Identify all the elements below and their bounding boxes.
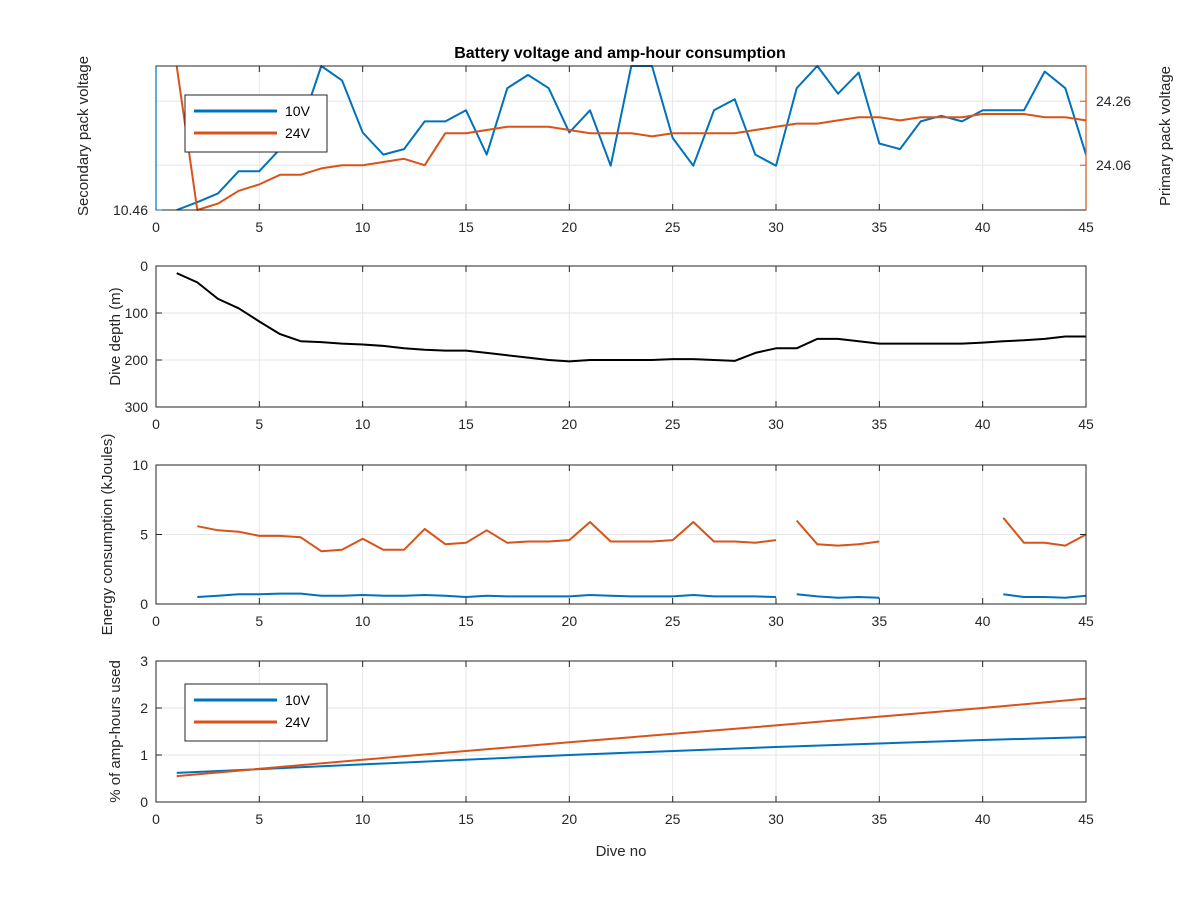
series-line-24v <box>1002 517 1086 547</box>
x-tick-label: 20 <box>562 416 578 432</box>
y-axis-label-left: Secondary pack voltage <box>75 56 92 216</box>
y-tick-label-right: 24.06 <box>1096 157 1131 173</box>
y-tick-label: 10.46 <box>113 202 148 218</box>
x-tick-label: 15 <box>458 416 474 432</box>
x-tick-label: 20 <box>562 811 578 827</box>
y-tick-label: 1 <box>140 747 148 763</box>
series-line-10v <box>796 593 880 599</box>
x-tick-label: 35 <box>872 416 888 432</box>
x-tick-label: 5 <box>255 219 263 235</box>
x-tick-label: 0 <box>152 219 160 235</box>
series-line-24v <box>795 519 880 547</box>
x-tick-label: 5 <box>255 416 263 432</box>
y-tick-label: 200 <box>125 352 149 368</box>
x-tick-label: 0 <box>152 416 160 432</box>
series-line-10v <box>1003 593 1086 599</box>
x-tick-label: 40 <box>975 416 991 432</box>
y-axis-label: Dive depth (m) <box>107 287 124 385</box>
amphours-panel: 0 5 10 15 20 25 30 35 40 45 0 1 2 3 % of amp-hours use… <box>107 653 1094 860</box>
x-tick-label: 40 <box>975 811 991 827</box>
x-tick-label: 45 <box>1078 219 1094 235</box>
y-tick-label: 0 <box>140 794 148 810</box>
x-tick-label: 25 <box>665 811 681 827</box>
legend-label: 24V <box>285 125 311 141</box>
legend-box <box>184 683 328 742</box>
x-tick-label: 35 <box>872 811 888 827</box>
x-tick-label: 25 <box>665 219 681 235</box>
x-tick-label: 15 <box>458 219 474 235</box>
x-tick-label: 30 <box>768 416 784 432</box>
y-tick-label: 10 <box>132 457 148 473</box>
y-tick-label: 0 <box>140 596 148 612</box>
y-tick-label: 5 <box>140 527 148 543</box>
series-group <box>176 697 1086 778</box>
voltage-panel: 0 5 10 15 20 25 30 35 40 45 10.46 Secondary pack vo… <box>75 56 1174 235</box>
plot-area <box>156 266 1086 407</box>
x-tick-label: 45 <box>1078 811 1094 827</box>
x-tick-label: 0 <box>152 811 160 827</box>
y-tick-label-right: 24.26 <box>1096 93 1131 109</box>
x-tick-label: 15 <box>458 613 474 629</box>
x-tick-label: 25 <box>665 416 681 432</box>
x-tick-label: 0 <box>152 613 160 629</box>
y-axis-label-right: Primary pack voltage <box>1157 66 1174 206</box>
series-line-10v <box>176 736 1086 774</box>
series-line-24v <box>175 65 1086 211</box>
x-tick-label: 5 <box>255 811 263 827</box>
y-axis-label: Energy consumption (kJoules) <box>99 434 116 636</box>
x-tick-label: 35 <box>872 613 888 629</box>
x-tick-label: 10 <box>355 811 371 827</box>
series-line-10v <box>197 592 777 598</box>
x-tick-label: 10 <box>355 613 371 629</box>
x-tick-label: 30 <box>768 811 784 827</box>
x-tick-label: 10 <box>355 219 371 235</box>
y-tick-label: 3 <box>140 653 148 669</box>
x-tick-label: 40 <box>975 219 991 235</box>
x-axis-label: Dive no <box>596 843 647 860</box>
x-tick-label: 45 <box>1078 416 1094 432</box>
x-tick-label: 40 <box>975 613 991 629</box>
x-tick-label: 35 <box>872 219 888 235</box>
axes-box <box>155 265 1087 408</box>
legend-label: 10V <box>285 103 311 119</box>
series-line-24v <box>197 521 777 553</box>
series-group <box>197 517 1086 599</box>
x-tick-label: 20 <box>562 613 578 629</box>
legend-box <box>184 94 328 153</box>
x-tick-label: 10 <box>355 416 371 432</box>
x-tick-label: 45 <box>1078 613 1094 629</box>
x-tick-label: 15 <box>458 811 474 827</box>
x-tick-label: 30 <box>768 613 784 629</box>
x-tick-label: 5 <box>255 613 263 629</box>
figure-title: Battery voltage and amp-hour consumption <box>454 45 786 62</box>
y-tick-label: 0 <box>140 258 148 274</box>
legend-label: 10V <box>285 692 311 708</box>
y-axis-label: % of amp-hours used <box>107 660 124 803</box>
legend-label: 24V <box>285 714 311 730</box>
axes-box <box>155 660 1087 803</box>
y-tick-label: 100 <box>125 305 149 321</box>
x-tick-label: 30 <box>768 219 784 235</box>
y-tick-label: 2 <box>140 700 148 716</box>
series-line-24v <box>176 697 1086 778</box>
energy-panel: 0 5 10 15 20 25 30 35 40 45 0 5 10 Energy consumption… <box>99 434 1094 636</box>
series-group <box>176 272 1086 363</box>
series-line-depth <box>176 272 1086 363</box>
y-tick-label: 300 <box>125 399 149 415</box>
x-tick-label: 20 <box>562 219 578 235</box>
x-tick-label: 25 <box>665 613 681 629</box>
